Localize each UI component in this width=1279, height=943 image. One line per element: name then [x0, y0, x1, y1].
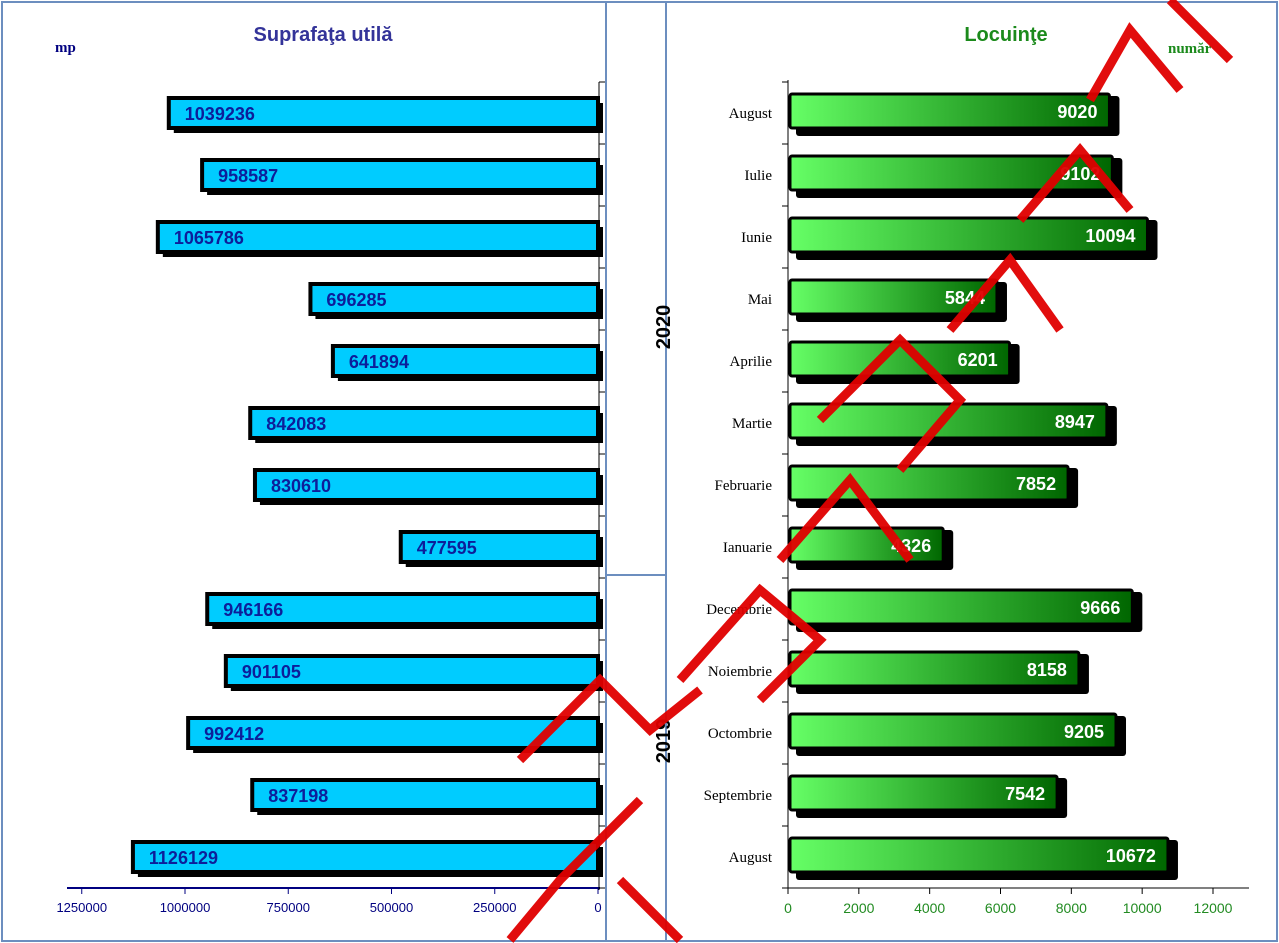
left-bar-value-label: 842083 — [266, 414, 326, 434]
right-bar — [788, 712, 1118, 750]
right-category-label: Iulie — [745, 168, 773, 184]
watermark-stroke-7 — [946, 252, 1064, 333]
right-category-label: Septembrie — [704, 788, 773, 804]
right-category-label: Ianuarie — [723, 540, 772, 556]
left-bar-value-label: 830610 — [271, 476, 331, 496]
left-bar-value-label: 1126129 — [149, 848, 218, 868]
left-bar-value-label: 901105 — [242, 662, 301, 682]
left-bar — [200, 158, 600, 192]
left-bar — [252, 468, 600, 502]
watermark-stroke-2 — [506, 796, 644, 943]
left-bar — [398, 530, 600, 564]
left-x-tick-label: 1250000 — [56, 900, 107, 915]
right-category-label: August — [729, 850, 773, 866]
watermark-stroke-5 — [776, 472, 914, 563]
right-bar-value-label: 9666 — [1080, 598, 1120, 618]
right-bar — [788, 836, 1170, 874]
right-category-label: Februarie — [715, 478, 773, 494]
right-x-tick-label: 6000 — [985, 900, 1016, 916]
right-bar-value-label: 9205 — [1064, 722, 1104, 742]
left-x-tick-label: 500000 — [370, 900, 413, 915]
right-bar — [788, 154, 1114, 192]
watermark-stroke-9 — [1086, 22, 1184, 103]
left-bar — [250, 778, 601, 812]
left-bar-value-label: 1065786 — [174, 228, 244, 248]
left-bar — [166, 96, 600, 130]
left-x-tick-label: 250000 — [473, 900, 516, 915]
right-category-label: Aprilie — [730, 354, 773, 370]
right-unit-label: număr — [1168, 41, 1212, 57]
left-bar-value-label: 641894 — [349, 352, 409, 372]
left-bar-value-label: 958587 — [218, 166, 278, 186]
left-x-tick-label: 750000 — [267, 900, 310, 915]
left-unit-label: mp — [55, 40, 76, 56]
right-bar-value-label: 9020 — [1057, 102, 1097, 122]
year-label-2020: 2020 — [653, 305, 675, 350]
right-category-label: Iunie — [741, 230, 772, 246]
right-bar-value-label: 10094 — [1085, 226, 1135, 246]
watermark-stroke-3 — [516, 673, 703, 764]
right-bar — [788, 278, 999, 316]
right-bar — [788, 588, 1134, 626]
left-bar — [130, 840, 600, 874]
right-x-tick-label: 12000 — [1194, 900, 1233, 916]
right-bar-value-label: 8158 — [1027, 660, 1067, 680]
right-x-tick-label: 2000 — [843, 900, 874, 916]
right-bar — [788, 92, 1111, 130]
watermark-stroke-4 — [676, 583, 827, 704]
right-x-tick-label: 10000 — [1123, 900, 1162, 916]
watermark-stroke-10 — [1166, 0, 1234, 64]
left-x-tick-label: 0 — [594, 900, 601, 915]
right-x-tick-label: 0 — [784, 900, 792, 916]
right-category-label: Octombrie — [708, 726, 772, 742]
left-bar — [186, 716, 600, 750]
right-x-tick-label: 4000 — [914, 900, 945, 916]
right-category-label: August — [729, 106, 773, 122]
left-bar — [223, 654, 600, 688]
right-bar — [788, 216, 1149, 254]
left-x-tick-label: 1000000 — [160, 900, 211, 915]
left-bar — [330, 344, 600, 378]
watermark-stroke-6 — [816, 333, 967, 473]
watermark-stamp — [506, 0, 1234, 943]
left-bar — [205, 592, 601, 626]
left-bar-value-label: 992412 — [204, 724, 264, 744]
left-bar-value-label: 477595 — [417, 538, 477, 558]
left-bar-value-label: 696285 — [326, 290, 386, 310]
left-bar-value-label: 1039236 — [185, 104, 255, 124]
right-bar-value-label: 6201 — [958, 350, 998, 370]
right-bar-value-label: 7852 — [1016, 474, 1056, 494]
left-bar-value-label: 837198 — [268, 786, 328, 806]
left-chart-title: Suprafaţa utilă — [254, 24, 394, 46]
right-bar-value-label: 10672 — [1106, 846, 1156, 866]
watermark-stroke-1 — [616, 876, 684, 943]
left-bar — [155, 220, 600, 254]
right-category-label: Mai — [748, 292, 772, 308]
watermark-stroke-8 — [1016, 143, 1134, 223]
year-label-2019: 2019 — [653, 719, 675, 764]
right-chart-title: Locuinţe — [964, 24, 1047, 46]
right-bar — [788, 402, 1109, 440]
right-bar-value-label: 7542 — [1005, 784, 1045, 804]
left-bar-value-label: 946166 — [223, 600, 283, 620]
left-bar — [308, 282, 600, 316]
right-category-label: Noiembrie — [708, 664, 772, 680]
right-category-label: Martie — [732, 416, 772, 432]
right-bar — [788, 774, 1059, 812]
left-bar — [248, 406, 600, 440]
right-x-tick-label: 8000 — [1056, 900, 1087, 916]
right-bar-value-label: 8947 — [1055, 412, 1095, 432]
